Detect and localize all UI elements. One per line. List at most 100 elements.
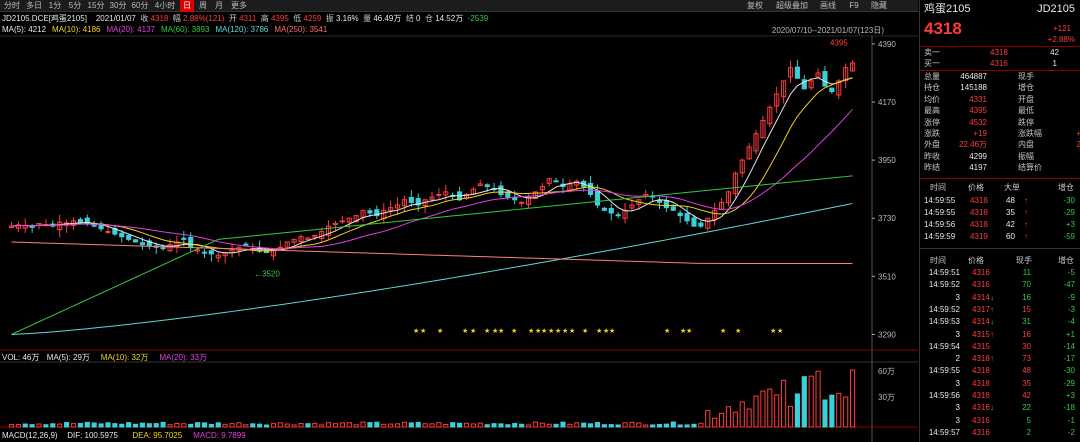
vol-legend-0: VOL: 46万 [2, 353, 39, 362]
toolbar-button-3[interactable]: F9 [849, 1, 859, 10]
volume-bar [236, 422, 242, 428]
candle-body [615, 214, 621, 217]
trade-time: 14:59:52 [928, 280, 960, 290]
candle-body [753, 133, 759, 152]
period-tab-11[interactable]: 更多 [231, 1, 247, 10]
period-tab-1[interactable]: 多日 [26, 1, 42, 10]
stat-label-2: 涨跌幅 [1018, 129, 1042, 138]
candle-body [463, 193, 470, 199]
volume-bar [539, 422, 545, 428]
candle-body [153, 245, 159, 248]
signal-star: ★ [596, 327, 602, 335]
signal-star: ★ [664, 327, 670, 335]
volume-bar [139, 422, 146, 428]
trade-oi-delta: +3 [1065, 391, 1075, 400]
signal-star: ★ [569, 327, 575, 335]
trade-qty: 48 [1022, 366, 1031, 376]
period-tab-7[interactable]: 4小时 [154, 1, 176, 10]
candle-body [429, 196, 435, 200]
trade-time: 14:59:56 [928, 391, 960, 400]
signal-star: ★ [413, 327, 419, 335]
candle-body [215, 254, 221, 259]
trade-time: 14:59:54 [928, 341, 960, 351]
volume-bar [284, 423, 290, 428]
period-tab-2[interactable]: 1分 [48, 1, 62, 10]
trade-time: 3 [955, 329, 960, 339]
volume-bar [732, 411, 738, 428]
period-tab-4[interactable]: 15分 [87, 1, 105, 10]
stat-label: 昨结 [924, 163, 940, 173]
ma-legend-2: MA(20): 4137 [106, 25, 155, 34]
candle-body [229, 249, 235, 254]
candle-body [829, 87, 835, 92]
toolbar-button-2[interactable]: 画线 [820, 1, 836, 10]
volume-bar [753, 395, 759, 428]
contract-code: JD2105 [1037, 3, 1075, 15]
period-tab-3[interactable]: 5分 [68, 1, 82, 10]
date-label: 2021/01/07 [95, 14, 136, 23]
trade-price: 4316 [972, 268, 990, 277]
candle-body [581, 180, 587, 188]
signal-star: ★ [609, 327, 615, 335]
volume-bar [615, 424, 621, 428]
volume-bar [836, 392, 842, 428]
bid-price: 4316 [990, 59, 1008, 68]
volume-bar [208, 423, 214, 428]
volume-bar [77, 422, 83, 428]
volume-bar [105, 422, 111, 428]
candle-body [484, 184, 490, 188]
toolbar-button-4[interactable]: 隐藏 [871, 1, 887, 10]
oi-change-value: -2539 [467, 14, 489, 23]
toolbar-button-0[interactable]: 复权 [747, 1, 763, 10]
candle-body [622, 209, 628, 219]
candle-body [436, 193, 442, 196]
volume-bar [57, 423, 63, 428]
vol-axis-label: 60万 [878, 367, 895, 376]
trade-time: 3 [955, 292, 960, 302]
candle-body [381, 209, 387, 220]
candle-body [64, 222, 70, 226]
trade-header-0: 时间 [930, 256, 946, 265]
candle-body [160, 247, 166, 250]
candle-body [801, 79, 807, 90]
volume-bar [829, 394, 835, 428]
candle-body [767, 106, 773, 125]
toolbar-button-1[interactable]: 超级叠加 [776, 1, 808, 10]
volume-bar [656, 423, 663, 428]
candle-body [698, 222, 704, 227]
trade-oi-delta: -14 [1063, 341, 1075, 351]
candle-body [394, 204, 401, 209]
volume-bar [277, 422, 283, 428]
trade-price: 4318 [972, 378, 990, 388]
period-tab-10[interactable]: 月 [215, 1, 223, 10]
period-tab-0[interactable]: 分时 [4, 1, 20, 10]
stat-label-2: 振幅 [1018, 151, 1034, 161]
volume-bar [326, 422, 332, 428]
candle-body [201, 251, 208, 254]
volume-bar [381, 423, 387, 428]
tick-price: 4318 [970, 220, 988, 229]
volume-bar [567, 423, 573, 428]
up-arrow-icon: ↑ [1024, 196, 1028, 205]
volume-bar [457, 422, 463, 428]
candle-body [312, 234, 318, 238]
volume-bar [346, 422, 352, 428]
macd-legend-0: MACD(12,26,9) [2, 431, 58, 440]
period-tab-8[interactable]: 日 [180, 0, 194, 12]
vol-legend-1: MA(5): 29万 [47, 353, 90, 362]
candle-body [305, 237, 311, 241]
volume-bar [112, 423, 118, 428]
period-tab-9[interactable]: 周 [199, 1, 207, 10]
period-tab-6[interactable]: 60分 [131, 1, 149, 10]
candle-body [718, 201, 725, 210]
up-arrow-icon: ↑ [990, 329, 994, 339]
ma-line-120 [11, 202, 853, 335]
period-tab-5[interactable]: 30分 [109, 1, 127, 10]
volume-bar [574, 422, 580, 428]
vol-label: 量 [363, 14, 372, 23]
volume-bar [532, 421, 538, 428]
trade-oi-delta: -30 [1063, 366, 1075, 376]
volume-bar [250, 423, 256, 428]
volume-bar [215, 422, 221, 428]
